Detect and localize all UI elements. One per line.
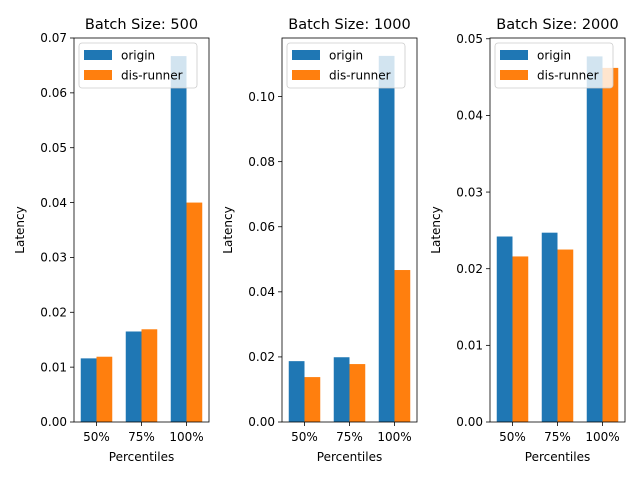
bar-dis-runner-2 <box>349 364 366 422</box>
y-tick-label: 0.02 <box>456 262 483 276</box>
bar-origin-3 <box>170 56 187 422</box>
x-tick-label: 100% <box>169 430 203 444</box>
legend-swatch-dis-runner <box>84 70 112 80</box>
legend: origin dis-runner <box>286 42 406 89</box>
y-tick-label: 0.04 <box>248 285 275 299</box>
legend-swatch-origin <box>292 50 320 60</box>
y-tick-label: 0.03 <box>40 251 67 265</box>
x-tick-label: 75% <box>336 430 363 444</box>
legend-swatch-dis-runner <box>292 70 320 80</box>
bar-origin-1 <box>288 361 305 422</box>
y-tick-label: 0.06 <box>248 220 275 234</box>
legend-swatch-origin <box>84 50 112 60</box>
chart-title: Batch Size: 1000 <box>288 17 410 33</box>
bar-dis-runner-1 <box>512 256 529 422</box>
y-tick-label: 0.01 <box>40 360 67 374</box>
chart-title: Batch Size: 2000 <box>496 17 618 33</box>
axes-frame <box>281 37 418 423</box>
chart-panel-3: 0.00 0.01 0.02 0.03 0.04 0.05 50% 75% 100% Batch … <box>429 17 626 464</box>
bar-origin-2 <box>541 232 558 422</box>
chart-panel-1: 0.00 0.01 0.02 0.03 0.04 0.05 0.06 0.07 50% 75% 10… <box>13 17 210 464</box>
x-tick-label: 75% <box>544 430 571 444</box>
bar-origin-2 <box>125 331 142 422</box>
legend-label-dis-runner: dis-runner <box>537 69 599 83</box>
chart-title: Batch Size: 500 <box>85 17 198 33</box>
y-axis-label: Latency <box>13 206 27 253</box>
legend-swatch-origin <box>500 50 528 60</box>
bar-origin-3 <box>586 56 603 423</box>
x-axis-label: Percentiles <box>109 450 174 464</box>
bar-origin-2 <box>333 357 350 422</box>
legend: origin dis-runner <box>78 42 198 89</box>
x-tick-label: 50% <box>499 430 526 444</box>
y-tick-label: 0.05 <box>456 32 483 46</box>
y-axis-label: Latency <box>429 206 443 253</box>
y-tick-label: 0.08 <box>248 155 275 169</box>
x-axis-label: Percentiles <box>525 450 590 464</box>
bar-dis-runner-3 <box>602 67 619 422</box>
bar-origin-1 <box>80 358 97 422</box>
legend-label-dis-runner: dis-runner <box>329 69 391 83</box>
y-tick-label: 0.02 <box>248 350 275 364</box>
bar-dis-runner-2 <box>141 329 158 422</box>
y-tick-label: 0.10 <box>248 90 275 104</box>
bar-dis-runner-1 <box>304 377 321 422</box>
bar-dis-runner-3 <box>186 202 203 422</box>
x-tick-label: 100% <box>585 430 619 444</box>
legend-label-origin: origin <box>537 49 571 63</box>
bar-dis-runner-3 <box>394 270 411 422</box>
y-tick-label: 0.07 <box>40 31 67 45</box>
y-tick-label: 0.04 <box>456 109 483 123</box>
y-axis-label: Latency <box>221 206 235 253</box>
x-tick-label: 100% <box>377 430 411 444</box>
x-tick-label: 75% <box>128 430 155 444</box>
legend-label-dis-runner: dis-runner <box>121 69 183 83</box>
y-tick-label: 0.00 <box>456 415 483 429</box>
y-tick-label: 0.03 <box>456 185 483 199</box>
y-tick-label: 0.00 <box>248 415 275 429</box>
legend-label-origin: origin <box>121 49 155 63</box>
y-tick-label: 0.02 <box>40 305 67 319</box>
bar-origin-3 <box>378 55 395 423</box>
axes-frame <box>489 37 626 423</box>
y-tick-label: 0.06 <box>40 86 67 100</box>
bar-origin-1 <box>496 236 513 422</box>
x-axis-label: Percentiles <box>317 450 382 464</box>
x-tick-label: 50% <box>83 430 110 444</box>
y-tick-label: 0.05 <box>40 141 67 155</box>
legend-swatch-dis-runner <box>500 70 528 80</box>
x-tick-label: 50% <box>291 430 318 444</box>
y-tick-label: 0.04 <box>40 196 67 210</box>
axes-frame <box>73 37 210 423</box>
chart-panel-2: 0.00 0.02 0.04 0.06 0.08 0.10 50% 75% 100% Batch … <box>221 17 418 464</box>
legend-label-origin: origin <box>329 49 363 63</box>
bar-dis-runner-1 <box>96 356 113 422</box>
y-tick-label: 0.01 <box>456 339 483 353</box>
y-tick-label: 0.00 <box>40 415 67 429</box>
bar-dis-runner-2 <box>557 249 574 422</box>
legend: origin dis-runner <box>494 42 614 89</box>
